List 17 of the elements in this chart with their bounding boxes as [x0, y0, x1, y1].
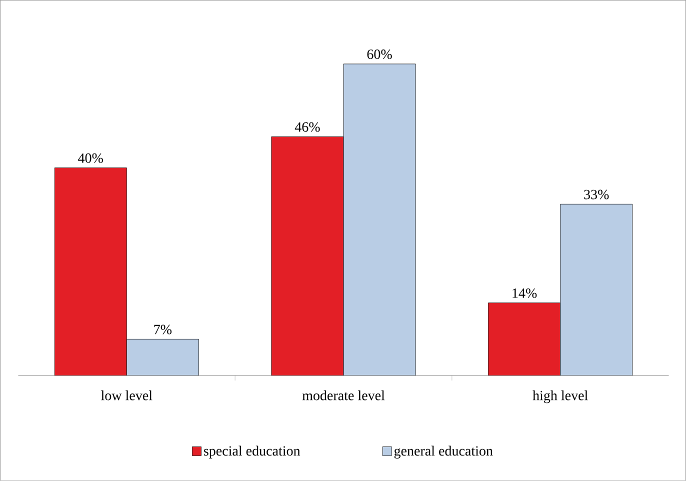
x-tick-label: low level [101, 390, 152, 400]
x-tick-label: high level [532, 390, 588, 404]
bar [488, 302, 561, 376]
data-label: 46% [294, 122, 320, 132]
data-label: 33% [584, 190, 609, 200]
legend-label: general education [394, 446, 493, 459]
bar [271, 136, 344, 376]
data-label: 14% [512, 288, 537, 298]
data-label: 60% [367, 50, 392, 60]
x-tick-label: moderate level [302, 390, 385, 400]
legend-label: special education [204, 446, 300, 459]
bar [54, 168, 127, 376]
bar [560, 204, 633, 376]
bar [343, 64, 416, 376]
bar [126, 339, 199, 376]
data-label: 40% [78, 154, 103, 164]
data-label: 7% [154, 324, 172, 334]
